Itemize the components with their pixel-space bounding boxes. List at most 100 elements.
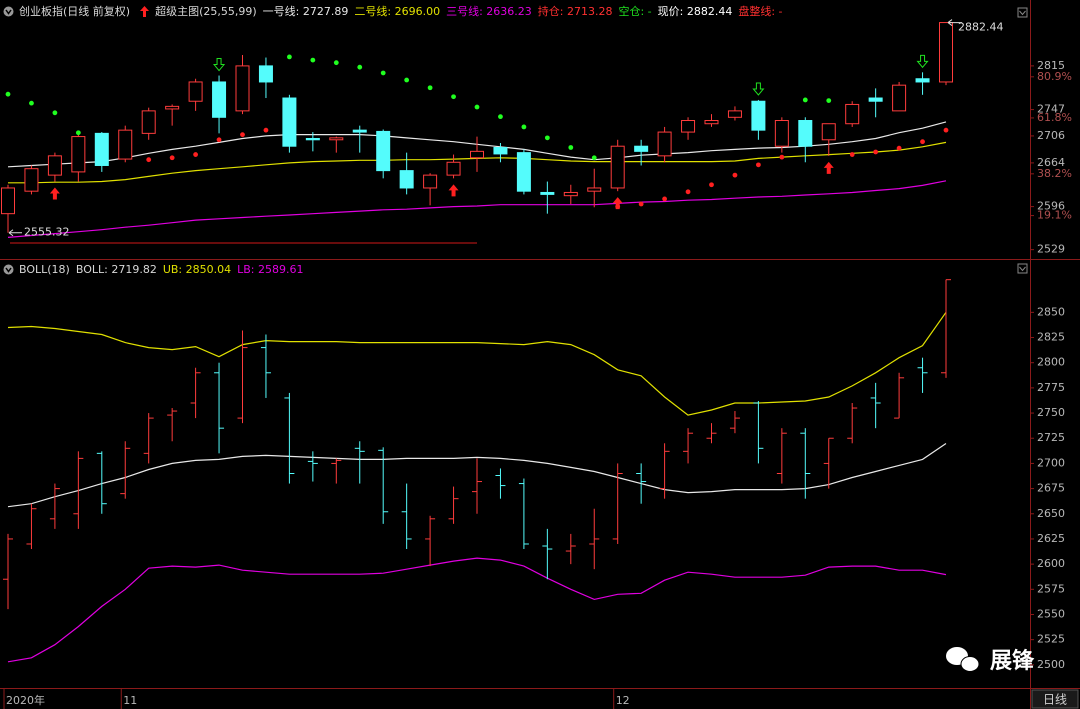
y-tick-label: 2725 <box>1037 431 1065 444</box>
candle-body <box>821 123 836 141</box>
candle-body <box>704 120 719 125</box>
menu-circle <box>3 6 14 16</box>
settings-icon[interactable] <box>1017 263 1028 274</box>
buy-arrow <box>49 187 60 200</box>
y-tick-label: 2700 <box>1037 456 1065 469</box>
y-tick-label: 2706 <box>1037 129 1065 142</box>
candle-body <box>610 145 625 189</box>
signal-dot <box>943 127 949 133</box>
menu-circle <box>3 264 14 274</box>
candle-body <box>258 65 273 83</box>
watermark: 展锋 <box>990 648 1035 674</box>
menu-icon[interactable] <box>3 264 14 275</box>
menu-icon[interactable] <box>3 6 14 17</box>
candle-body <box>1 187 15 215</box>
signal-dot <box>498 114 503 120</box>
signal-dot <box>779 154 785 160</box>
candle-body <box>282 97 297 147</box>
legend-entry: 一号线: 2727.89 <box>262 5 349 18</box>
signal-dot <box>169 155 175 161</box>
status-entry: 持仓: 2713.28 <box>537 5 613 18</box>
buy-arrow <box>612 197 623 210</box>
signal-dot <box>380 70 386 76</box>
signal-dot <box>427 85 433 91</box>
indicator-line <box>7 443 947 508</box>
signal-dot <box>146 157 152 163</box>
signal-dot <box>849 152 855 157</box>
candle-body <box>939 22 953 83</box>
y-tick-label: 19.1% <box>1037 209 1072 222</box>
x-tick-label: 11 <box>123 694 137 707</box>
signal-dot <box>732 172 738 178</box>
y-tick-label: 61.8% <box>1037 111 1072 124</box>
boll-header: BOLL(18) BOLL: 2719.82 UB: 2850.04 LB: 2589… <box>0 260 310 278</box>
y-tick-label: 2675 <box>1037 482 1065 495</box>
signal-dot <box>310 57 316 63</box>
candle-body <box>727 110 742 118</box>
period-box[interactable] <box>1031 689 1079 709</box>
candle-body <box>540 191 555 195</box>
candle-body <box>141 110 156 134</box>
y-tick-label: 2850 <box>1037 305 1065 318</box>
signal-dot <box>920 139 925 145</box>
up-icon <box>140 5 150 17</box>
candle-body <box>329 137 344 141</box>
signal-dot <box>873 149 879 155</box>
settings-icon[interactable] <box>1017 7 1028 18</box>
settings-icon-arrow <box>1019 10 1026 16</box>
y-tick-label: 2750 <box>1037 406 1065 419</box>
signal-dot <box>193 152 199 157</box>
legend-entry: UB: 2850.04 <box>162 262 232 276</box>
signal-dot <box>216 137 222 143</box>
status-entry: 现价: 2882.44 <box>657 5 733 18</box>
signal-dot <box>826 98 832 103</box>
candle-body <box>188 81 203 102</box>
signal-dot <box>544 135 550 141</box>
signal-dot <box>896 145 902 151</box>
y-tick-label: 38.2% <box>1037 167 1072 180</box>
sell-arrow <box>752 82 765 96</box>
sell-arrow <box>212 58 226 72</box>
signal-dot <box>638 201 644 207</box>
min-arrow <box>8 229 22 237</box>
signal-dot <box>357 64 363 70</box>
candle-body <box>399 170 414 189</box>
chart-title: 创业板指(日线 前复权) <box>19 5 131 18</box>
indicator-title: BOLL(18) <box>19 262 70 276</box>
candle-body <box>798 120 813 147</box>
candle-body <box>657 131 672 157</box>
settings-icon-arrow <box>1019 266 1026 272</box>
y-tick-label: 2529 <box>1037 243 1065 256</box>
signal-dot <box>240 132 245 138</box>
max-label: 2882.44 <box>958 21 1004 34</box>
candle-body <box>681 120 696 133</box>
main-header: 创业板指(日线 前复权) 超级主图(25,55,99) 一号线: 2727.89 二号… <box>0 2 789 20</box>
candle-body <box>563 191 578 197</box>
candle-body <box>634 145 649 152</box>
y-tick-label: 2550 <box>1037 607 1065 620</box>
up-arrow <box>140 5 150 17</box>
candle-body <box>774 120 789 147</box>
candle-body <box>845 103 860 125</box>
candle-body <box>446 161 461 176</box>
period-label: 日线 <box>1043 693 1067 707</box>
y-tick-label: 2800 <box>1037 356 1065 369</box>
y-tick-label: 80.9% <box>1037 70 1072 83</box>
signal-dot <box>287 54 292 60</box>
legend-entry: LB: 2589.61 <box>237 262 304 276</box>
signal-dot <box>29 100 34 106</box>
legend-entry: 二号线: 2696.00 <box>354 5 441 18</box>
candle-body <box>423 174 438 189</box>
y-tick-label: 2825 <box>1037 331 1065 344</box>
candle-body <box>47 155 62 176</box>
sell-arrow <box>916 54 929 69</box>
y-tick-label: 2775 <box>1037 381 1065 394</box>
signal-dot <box>333 60 339 66</box>
candle-body <box>352 129 367 133</box>
y-tick-label: 2625 <box>1037 532 1065 545</box>
y-tick-label: 2815 <box>1037 59 1065 72</box>
candle-body <box>305 137 320 141</box>
y-tick-label: 2500 <box>1037 658 1065 671</box>
candle-body <box>376 130 391 172</box>
candle-body <box>915 78 930 83</box>
